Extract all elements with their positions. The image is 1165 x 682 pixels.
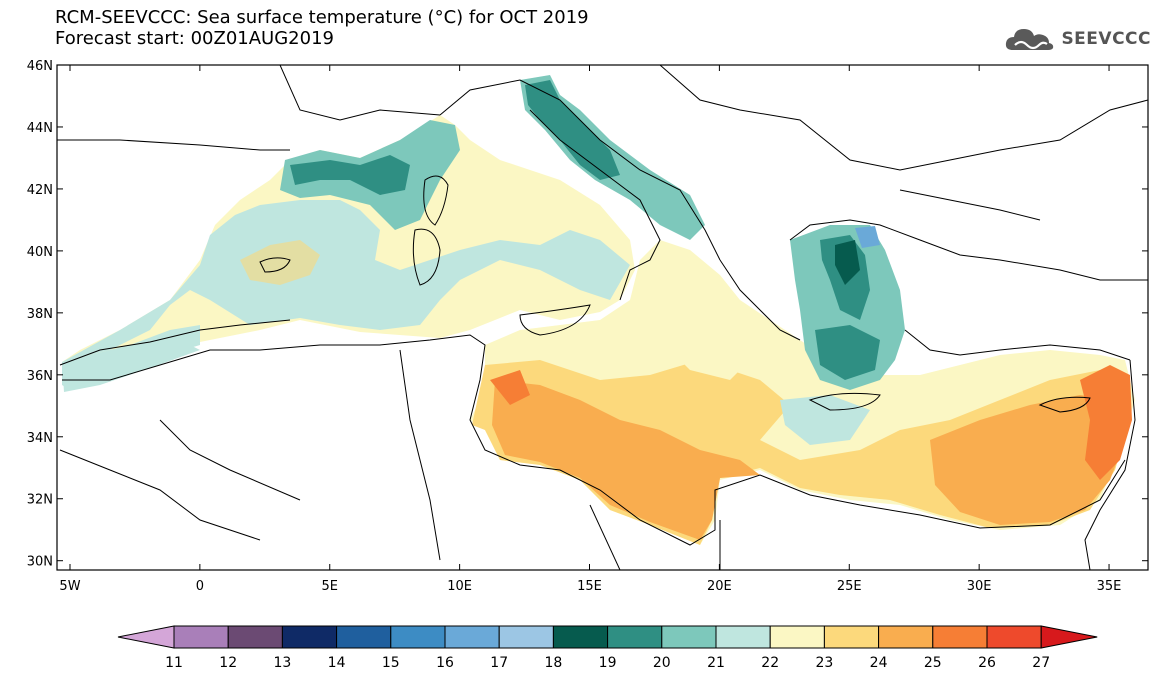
colorbar-label: 16: [436, 655, 454, 671]
lon-tick-label: 30E: [967, 579, 992, 594]
lon-tick-label: 35E: [1097, 579, 1122, 594]
colorbar-swatch: [390, 625, 446, 649]
lon-tick-label: 5E: [322, 579, 339, 594]
colorbar-swatch: [986, 625, 1042, 649]
colorbar-high-extension: [1040, 625, 1098, 649]
colorbar-swatch: [281, 625, 338, 649]
lat-tick-label: 38N: [27, 307, 53, 322]
colorbar-swatch: [932, 625, 988, 649]
colorbar-label: 23: [815, 655, 833, 671]
lon-tick-label: 0: [196, 579, 204, 594]
coastlines: [57, 65, 1148, 570]
colorbar-label: 13: [273, 655, 291, 671]
colorbar-label: 27: [1032, 655, 1050, 671]
colorbar-label: 19: [599, 655, 617, 671]
lat-tick-label: 36N: [27, 369, 53, 384]
lat-tick-label: 46N: [27, 59, 53, 74]
lon-tick-label: 20E: [707, 579, 732, 594]
lon-tick-label: 10E: [447, 579, 472, 594]
marmara-sea: [855, 226, 880, 248]
colorbar-label: 18: [544, 655, 562, 671]
colorbar-swatch: [769, 625, 825, 649]
cretan-sea: [815, 325, 880, 380]
colorbar-swatch: [173, 625, 229, 649]
lat-tick-label: 30N: [27, 555, 53, 570]
south-of-crete-cool: [780, 395, 870, 445]
lat-tick-label: 32N: [27, 493, 53, 508]
forecast-start-label: Forecast start: 00Z01AUG2019: [55, 28, 334, 49]
levantine-hottest: [1080, 365, 1132, 480]
lon-tick-label: 15E: [577, 579, 602, 594]
lat-tick-label: 34N: [27, 431, 53, 446]
colorbar-swatch: [715, 625, 771, 649]
seevccc-logo: SEEVCCC: [1003, 24, 1151, 54]
colorbar-label: 12: [219, 655, 237, 671]
map-title: RCM-SEEVCCC: Sea surface temperature (°C…: [55, 7, 589, 28]
temperature-colorbar: 11 12 13 14 15 16 17 18 19 20 21 22 23 24 25 26 27: [117, 625, 1098, 671]
lat-tick-label: 40N: [27, 245, 53, 260]
colorbar-swatch: [444, 625, 500, 649]
cloud-icon: [1006, 29, 1054, 50]
map-frame: [56, 64, 1149, 571]
latitude-axis: 46N 44N 42N 40N 38N 36N 34N 32N 30N: [27, 59, 1148, 570]
colorbar-label: 26: [978, 655, 996, 671]
colorbar-label: 20: [653, 655, 671, 671]
colorbar-label: 15: [382, 655, 400, 671]
colorbar-swatch: [878, 625, 934, 649]
colorbar-label: 22: [761, 655, 779, 671]
western-basin-cool: [62, 200, 630, 362]
gulf-of-lion-cold: [290, 155, 410, 195]
colorbar-swatch: [498, 625, 554, 649]
lon-tick-label: 25E: [837, 579, 862, 594]
colorbar-swatch: [336, 625, 392, 649]
colorbar-swatch: [661, 625, 717, 649]
colorbar-label: 17: [490, 655, 508, 671]
levantine-hot: [930, 395, 1125, 525]
colorbar-low-extension: [117, 625, 175, 649]
colorbar-swatch: [552, 625, 609, 649]
lat-tick-label: 44N: [27, 121, 53, 136]
colorbar-label: 24: [870, 655, 888, 671]
colorbar-label: 21: [707, 655, 725, 671]
colorbar-swatch: [607, 625, 663, 649]
gulf-of-sidra-hot: [492, 380, 760, 540]
colorbar-label: 25: [924, 655, 942, 671]
sea-temperature-field: [62, 75, 1135, 545]
lat-tick-label: 42N: [27, 183, 53, 198]
northern-adriatic-cold: [525, 80, 620, 180]
colorbar-label: 14: [328, 655, 346, 671]
logo-text: SEEVCCC: [1061, 29, 1151, 49]
north-aegean-coldest: [835, 240, 860, 285]
longitude-axis: 5W 0 5E 10E 15E 20E 25E 30E 35E: [59, 65, 1121, 594]
lon-tick-label: 5W: [59, 579, 80, 594]
colorbar-swatch: [823, 625, 880, 649]
colorbar-swatch: [227, 625, 283, 649]
colorbar-label: 11: [165, 655, 183, 671]
